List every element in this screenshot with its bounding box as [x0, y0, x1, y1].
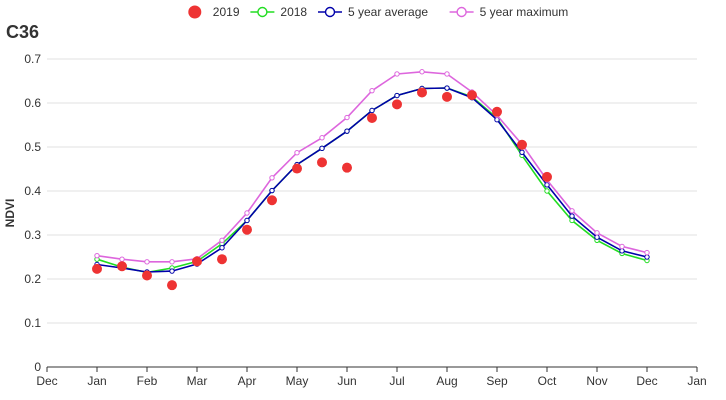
data-point [644, 249, 650, 256]
x-tick-label: Jun [337, 374, 356, 388]
y-tick-label: 0.7 [24, 52, 41, 66]
legend-label: 5 year maximum [480, 5, 569, 19]
data-point [142, 270, 152, 281]
data-point [392, 99, 402, 110]
data-point [542, 171, 552, 182]
y-axis-label: NDVI [3, 199, 17, 228]
data-point [569, 217, 575, 224]
data-point [442, 91, 452, 102]
y-tick-label: 0.2 [24, 272, 41, 286]
y-tick-label: 0.3 [24, 228, 41, 242]
data-point [92, 263, 102, 274]
grid-lines [47, 58, 697, 324]
data-point [267, 195, 277, 206]
legend-item-5-year-maximum: 5 year maximum [449, 5, 569, 19]
x-tick-label: Dec [636, 374, 657, 388]
legend-item-5-year-average: 5 year average [318, 5, 428, 19]
x-tick-label: Aug [436, 374, 457, 388]
data-point [244, 210, 250, 216]
y-tick-label: 0.5 [24, 140, 41, 154]
data-point [292, 163, 302, 174]
data-point [244, 217, 250, 224]
chart-title: C36 [6, 22, 39, 42]
data-point [344, 128, 350, 134]
x-axis: Dec Jan Feb Mar Apr May Jun Jul Aug Sep Oct Nov Dec J… [36, 366, 707, 388]
data-point [619, 243, 625, 250]
data-point [242, 224, 252, 235]
legend-marker-icon [257, 6, 268, 18]
legend-item-2018: 2018 [250, 5, 307, 19]
legend-label: 2018 [280, 5, 307, 19]
y-tick-labels: 0 0.1 0.2 0.3 0.4 0.5 0.6 0.7 [24, 52, 41, 374]
data-point [94, 252, 100, 259]
data-point [269, 175, 275, 181]
data-point [192, 256, 202, 267]
x-tick-label: Feb [137, 374, 158, 388]
y-tick-label: 0.4 [24, 184, 41, 198]
data-point [269, 187, 275, 194]
x-tick-label: Jul [389, 374, 404, 388]
data-point [619, 248, 625, 254]
x-tick-label: Jan [687, 374, 706, 388]
data-point [144, 259, 150, 265]
data-point [169, 268, 175, 274]
data-point [317, 157, 327, 168]
x-tick-label: Apr [238, 374, 257, 388]
y-tick-label: 0 [34, 360, 41, 374]
data-point [117, 261, 127, 272]
data-point [444, 71, 450, 77]
data-point [394, 92, 400, 99]
data-point [369, 107, 375, 114]
data-point [319, 135, 325, 141]
data-point [544, 182, 550, 188]
data-point [367, 112, 377, 123]
legend-label: 5 year average [348, 5, 428, 19]
x-tick-label: Oct [538, 374, 557, 388]
data-point [519, 149, 525, 155]
data-point [417, 87, 427, 98]
series-2019 [92, 87, 552, 291]
legend-label: 2019 [213, 5, 240, 19]
data-point [294, 150, 300, 156]
data-point [219, 237, 225, 243]
data-point [169, 259, 175, 265]
data-point [419, 69, 425, 75]
data-point [644, 254, 650, 260]
data-point [492, 106, 502, 117]
data-point [544, 188, 550, 194]
data-point [344, 114, 350, 121]
data-point [444, 85, 450, 91]
data-point [219, 245, 225, 251]
data-point [394, 71, 400, 77]
legend-marker-icon [456, 6, 467, 18]
legend-item-2019: 2019 [188, 5, 240, 19]
x-tick-label: Nov [586, 374, 607, 388]
data-point [167, 280, 177, 291]
data-point [369, 87, 375, 94]
x-tick-label: Sep [486, 374, 508, 388]
data-point [594, 234, 600, 240]
legend-marker-icon [324, 6, 336, 18]
series-layer [92, 69, 650, 291]
data-point [517, 139, 527, 150]
series-line-5-year-maximum [96, 70, 648, 263]
x-tick-label: May [286, 374, 309, 388]
x-tick-label: Dec [36, 374, 57, 388]
data-point [319, 145, 325, 152]
data-point [569, 213, 575, 219]
data-point [119, 256, 125, 262]
data-point [342, 162, 352, 173]
y-tick-label: 0.6 [24, 96, 41, 110]
legend-marker-icon [188, 5, 202, 19]
y-tick-label: 0.1 [24, 316, 41, 330]
x-tick-label: Mar [187, 374, 208, 388]
legend: 2019 2018 5 year average 5 year maximum [188, 5, 568, 19]
data-point [569, 208, 575, 214]
x-tick-label: Jan [87, 374, 106, 388]
data-point [594, 230, 600, 236]
data-point [467, 90, 477, 101]
data-point [217, 254, 227, 265]
